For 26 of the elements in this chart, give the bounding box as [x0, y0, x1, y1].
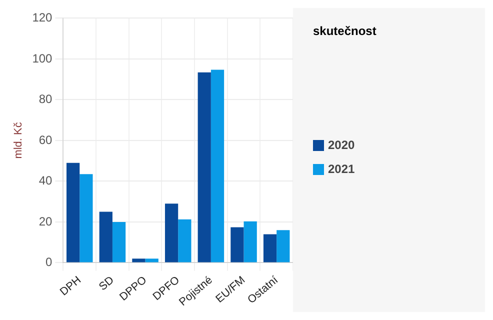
y-tick-label: 60: [38, 132, 53, 147]
bar: [276, 230, 290, 262]
y-tick-label: 0: [46, 255, 53, 270]
y-tick-label: 120: [32, 10, 53, 25]
x-tick-label: SD: [96, 274, 116, 294]
bar: [99, 212, 112, 262]
bar: [263, 234, 277, 262]
bar: [112, 222, 126, 262]
bar: [198, 72, 211, 262]
y-tick-label: 20: [38, 214, 53, 228]
bar: [230, 227, 244, 262]
y-tick-label: 100: [32, 51, 53, 66]
legend-label: 2021: [328, 162, 355, 176]
y-axis-title: mld. Kč: [12, 122, 25, 159]
bar: [132, 258, 146, 262]
legend-label: 2020: [328, 138, 355, 152]
legend-title: skutečnost: [313, 24, 378, 38]
bar: [210, 70, 224, 262]
bar: [80, 174, 93, 262]
y-tick-label: 80: [38, 92, 53, 106]
bar: [145, 258, 158, 262]
y-tick-label: 40: [38, 174, 53, 188]
bar: [164, 204, 178, 262]
bar: [244, 221, 257, 262]
bar: [178, 219, 192, 262]
bar: [66, 162, 80, 262]
